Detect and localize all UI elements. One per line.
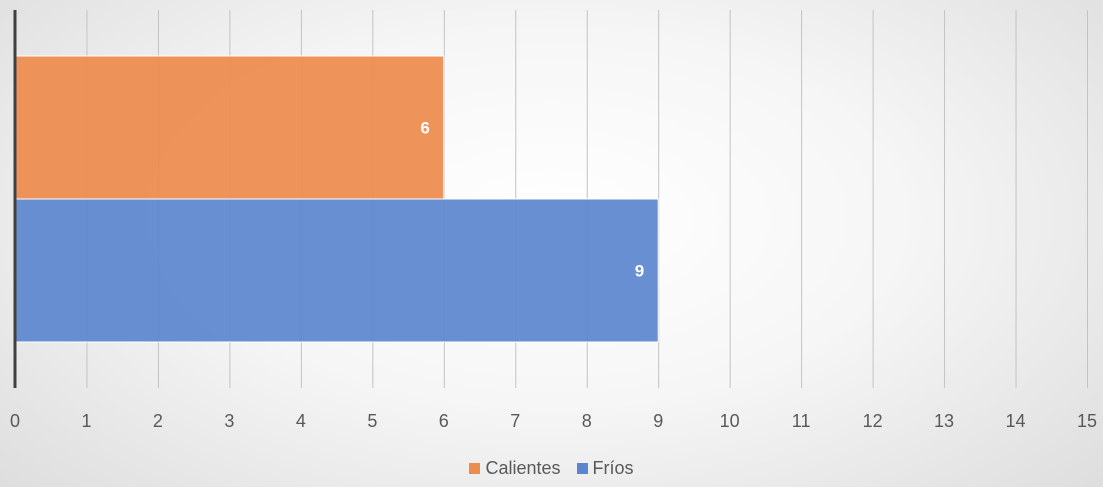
legend: Calientes Fríos (0, 458, 1103, 479)
x-tick-label-12: 12 (863, 411, 883, 431)
x-tick-label-13: 13 (934, 411, 954, 431)
x-tick-label-5: 5 (367, 411, 377, 431)
legend-item-frios: Fríos (576, 458, 634, 479)
x-tick-label-10: 10 (720, 411, 740, 431)
x-tick-label-9: 9 (653, 411, 663, 431)
bar-1 (14, 198, 659, 343)
x-tick-label-8: 8 (582, 411, 592, 431)
x-tick-label-7: 7 (510, 411, 520, 431)
legend-swatch-calientes (469, 463, 481, 474)
x-tick-label-14: 14 (1006, 411, 1026, 431)
x-tick-label-1: 1 (81, 411, 91, 431)
data-label-0: 6 (420, 119, 429, 138)
x-tick-label-2: 2 (153, 411, 163, 431)
data-label-1: 9 (635, 262, 644, 281)
legend-item-calientes: Calientes (469, 458, 561, 479)
x-tick-label-11: 11 (792, 411, 811, 431)
x-tick-label-6: 6 (439, 411, 449, 431)
x-tick-label-3: 3 (224, 411, 234, 431)
x-tick-label-15: 15 (1077, 411, 1097, 431)
bar-0 (14, 55, 445, 200)
x-tick-label-0: 0 (10, 411, 20, 431)
legend-label-frios: Fríos (592, 458, 634, 478)
legend-label-calientes: Calientes (485, 458, 561, 478)
x-tick-label-4: 4 (296, 411, 306, 431)
legend-swatch-frios (576, 463, 588, 474)
